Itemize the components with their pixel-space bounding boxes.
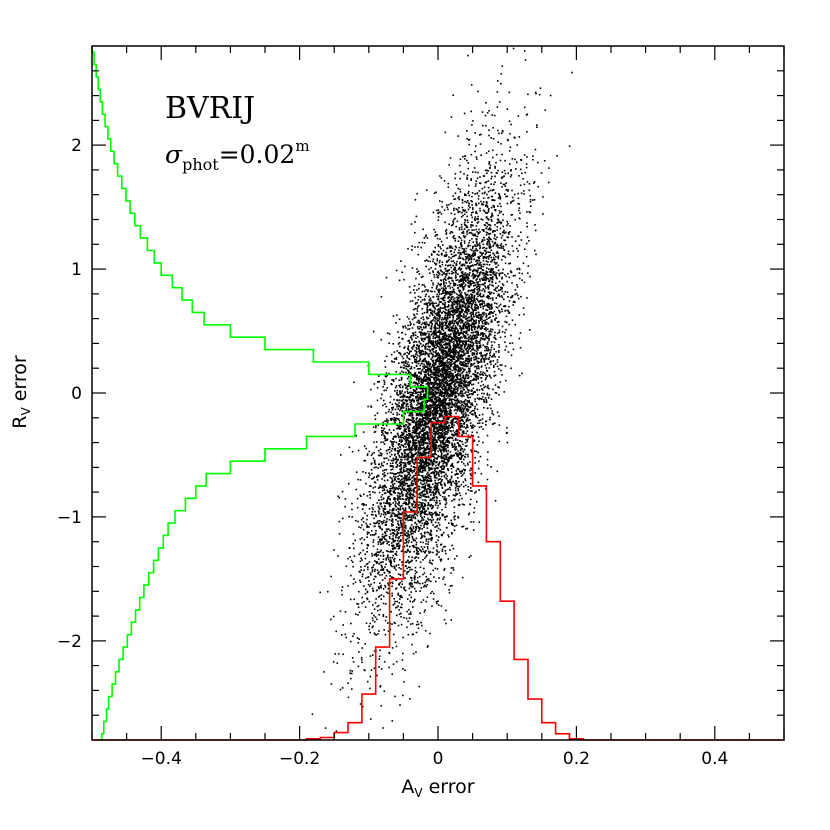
y-axis-label-sub: V [19,407,33,416]
axis-ticks [91,46,785,740]
y-axis-label-main: R [9,416,31,429]
y-tick-label: −2 [57,632,82,652]
x-tick-label: −0.2 [279,749,320,769]
x-tick-label: 0.2 [563,749,590,769]
y-axis-label: RV error [9,355,33,429]
x-tick-label: −0.4 [141,749,182,769]
sigma-subscript: phot [182,155,219,174]
x-axis-label: AV error [401,776,474,800]
sigma-symbol: σ [165,140,183,169]
sigma-value: =0.02 [219,140,296,169]
annotation-bands: BVRIJ [165,91,255,126]
x-tick-label: 0 [433,749,444,769]
y-axis-label-rest: error [9,355,31,407]
x-axis-label-sub: V [414,786,423,800]
y-tick-label: 2 [71,136,82,156]
x-axis-label-main: A [401,776,414,798]
y-tick-label: 0 [71,384,82,404]
axis-tick-labels: −0.4 −0.2 0 0.2 0.4 −2 −1 0 1 2 [57,136,728,769]
annotation-sigma: σphot=0.02m [165,137,310,174]
x-tick-label: 0.4 [701,749,728,769]
rv-histogram-line [91,46,429,740]
scatter-points [311,47,573,732]
sigma-superscript: m [295,137,309,155]
y-tick-label: 1 [71,260,82,280]
y-tick-label: −1 [57,508,82,528]
x-axis-label-rest: error [423,776,475,798]
